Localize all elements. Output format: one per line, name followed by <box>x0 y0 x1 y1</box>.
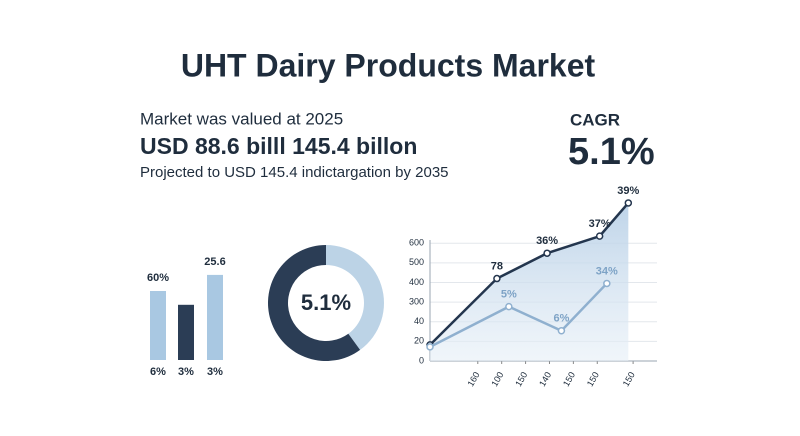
point <box>426 343 434 351</box>
x-tick-label: 160 <box>465 370 481 388</box>
bar <box>150 291 166 360</box>
point <box>493 274 501 283</box>
cagr-label: CAGR <box>570 110 620 129</box>
point <box>595 232 604 240</box>
y-tick-label: 400 <box>409 277 424 287</box>
donut-center-label: 5.1% <box>301 290 351 315</box>
point-label: 6% <box>553 313 569 325</box>
point-label: 37% <box>589 218 611 230</box>
point-label: 36% <box>536 235 558 247</box>
y-tick-label: 20 <box>414 336 424 346</box>
y-tick-label: 40 <box>414 316 424 326</box>
value-text: USD 88.6 billl 145.4 billon <box>140 133 417 159</box>
x-tick-label: 150 <box>585 370 601 388</box>
x-tick-label: 3% <box>178 366 194 378</box>
point <box>603 279 611 288</box>
y-tick-label: 0 <box>419 355 424 365</box>
x-tick-label: 6% <box>150 366 166 378</box>
point <box>624 199 633 207</box>
cagr-value: 5.1% <box>568 131 655 173</box>
projected-text: Projected to USD 145.4 indictargation by… <box>140 164 449 181</box>
point <box>557 327 566 335</box>
x-tick-label: 100 <box>489 370 505 388</box>
x-tick-label: 3% <box>207 366 223 378</box>
point-label: 78 <box>491 260 503 272</box>
title: UHT Dairy Products Market <box>181 47 596 83</box>
point <box>505 302 513 311</box>
x-tick-label: 150 <box>513 370 529 388</box>
x-tick-label: 140 <box>537 370 553 388</box>
x-tick-label: 150 <box>621 370 637 388</box>
point <box>543 249 551 257</box>
y-tick-label: 600 <box>409 238 424 248</box>
y-tick-label: 500 <box>409 257 424 267</box>
valued-text: Market was valued at 2025 <box>140 109 343 128</box>
donut-slice <box>326 245 384 350</box>
bar <box>178 304 194 360</box>
y-tick-label: 300 <box>409 296 424 306</box>
bar-label: 60% <box>147 272 169 284</box>
point-label: 39% <box>617 185 639 197</box>
line <box>429 282 608 348</box>
donut-slice <box>267 244 361 361</box>
x-tick-label: 150 <box>561 370 577 388</box>
point-label: 34% <box>596 265 618 277</box>
bar <box>207 274 223 360</box>
bar-label: 25.6 <box>204 256 225 268</box>
point-label: 5% <box>501 289 517 301</box>
